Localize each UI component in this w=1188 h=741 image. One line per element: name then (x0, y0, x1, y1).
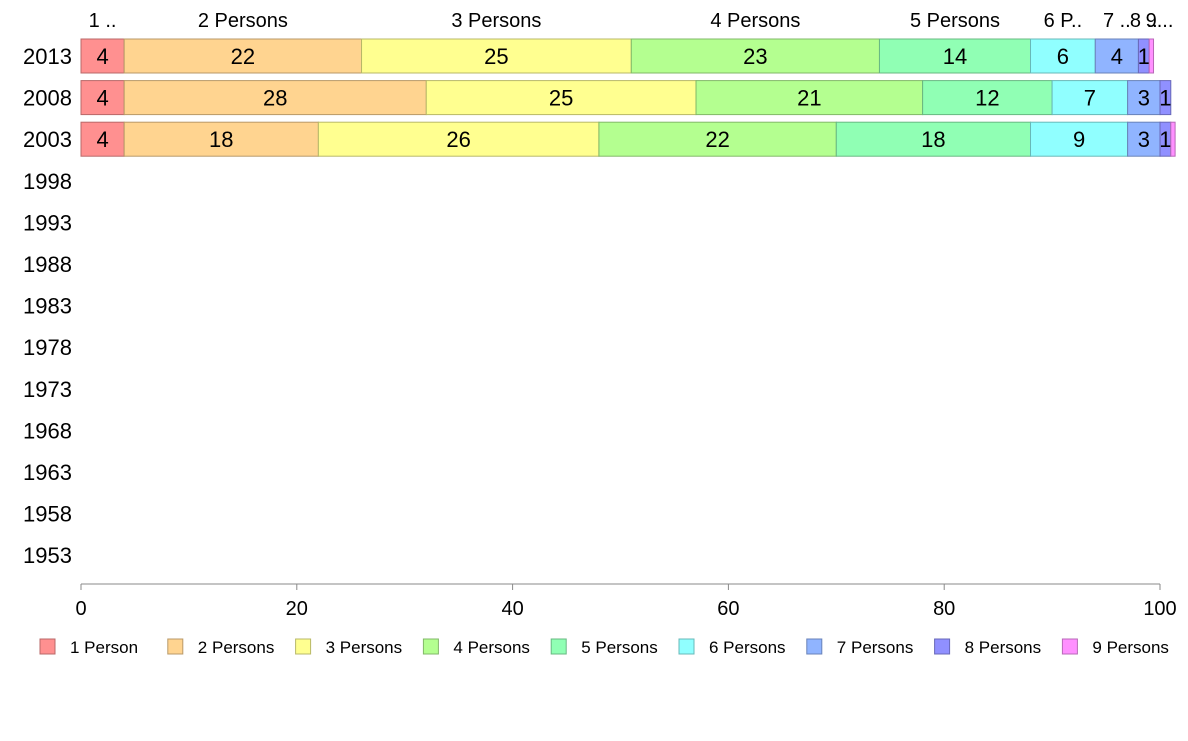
top-series-label: 4 Persons (710, 10, 800, 32)
legend-swatch (678, 638, 695, 655)
legend-label: 4 Persons (453, 638, 530, 657)
bar-segment (1094, 38, 1139, 74)
y-tick-label: 1953 (23, 543, 72, 568)
x-tick-label: 80 (933, 598, 955, 620)
y-tick-label: 1998 (23, 169, 72, 194)
data-label: 21 (797, 86, 821, 111)
data-label: 9 (1073, 127, 1085, 152)
legend-label: 3 Persons (326, 638, 403, 657)
bar-segment (123, 80, 427, 116)
data-label: 18 (209, 127, 233, 152)
legend-label: 5 Persons (581, 638, 658, 657)
data-label: 28 (263, 86, 287, 111)
y-tick-label: 1968 (23, 418, 72, 443)
bar-segment (1030, 121, 1129, 157)
y-tick-label: 1993 (23, 210, 72, 235)
x-tick-label: 20 (286, 598, 308, 620)
bar-segment (123, 121, 319, 157)
legend-label: 9 Persons (1092, 638, 1169, 657)
top-series-label: 1 .. (89, 10, 117, 32)
data-label: 25 (549, 86, 573, 111)
bar-segment (598, 121, 837, 157)
legend-swatch (934, 638, 951, 655)
data-label: 6 (1057, 44, 1069, 69)
data-label: 1 (1159, 86, 1171, 111)
data-label: 22 (705, 127, 729, 152)
bar-segment (425, 80, 697, 116)
legend-swatch (295, 638, 312, 655)
bar-segment (1170, 121, 1176, 157)
data-label: 22 (231, 44, 255, 69)
x-tick-label: 60 (717, 598, 739, 620)
bar-segment (1051, 80, 1129, 116)
bar-segment (123, 38, 363, 74)
top-series-label: 8 .. (1130, 10, 1158, 32)
bar-segment (80, 38, 125, 74)
bar-segment (1148, 38, 1155, 74)
legend-swatch (550, 638, 567, 655)
y-tick-label: 2013 (23, 44, 72, 69)
top-series-label: 9... (1146, 10, 1174, 32)
data-label: 4 (96, 127, 108, 152)
y-tick-label: 1983 (23, 294, 72, 319)
legend-label: 7 Persons (837, 638, 914, 657)
data-label: 23 (743, 44, 767, 69)
legend-swatch (167, 638, 184, 655)
legend-swatch (422, 638, 439, 655)
data-label: 4 (96, 44, 108, 69)
data-label: 12 (975, 86, 999, 111)
y-tick-label: 2008 (23, 86, 72, 111)
data-label: 1 (1138, 44, 1150, 69)
bar-segment (80, 121, 125, 157)
y-tick-label: 2003 (23, 127, 72, 152)
data-label: 26 (446, 127, 470, 152)
legend-label: 1 Person (70, 638, 138, 657)
top-series-label: 2 Persons (198, 10, 288, 32)
top-series-label: 7 .. (1103, 10, 1131, 32)
data-label: 3 (1138, 86, 1150, 111)
bar-segment (317, 121, 600, 157)
bar-segment (361, 38, 632, 74)
top-series-label: 6 P.. (1044, 10, 1083, 32)
bar-segment (922, 80, 1053, 116)
data-label: 3 (1138, 127, 1150, 152)
bar-segment (1159, 80, 1172, 116)
data-label: 7 (1084, 86, 1096, 111)
legend-label: 8 Persons (965, 638, 1042, 657)
bar-segment (1030, 38, 1096, 74)
data-label: 4 (1111, 44, 1123, 69)
top-series-label: 5 Persons (910, 10, 1000, 32)
bar-segment (80, 80, 125, 116)
x-tick-label: 0 (75, 598, 86, 620)
y-tick-label: 1958 (23, 502, 72, 527)
bar-segment (835, 121, 1032, 157)
bar-segment (878, 38, 1032, 74)
data-label: 25 (484, 44, 508, 69)
x-tick-label: 40 (501, 598, 523, 620)
data-label: 1 (1159, 127, 1171, 152)
bar-segment (695, 80, 924, 116)
y-tick-label: 1963 (23, 460, 72, 485)
legend-label: 6 Persons (709, 638, 786, 657)
legend-swatch (806, 638, 823, 655)
data-label: 18 (921, 127, 945, 152)
legend-swatch (39, 638, 56, 655)
y-tick-label: 1973 (23, 377, 72, 402)
y-tick-label: 1988 (23, 252, 72, 277)
y-tick-label: 1978 (23, 335, 72, 360)
bar-segment (1127, 80, 1161, 116)
legend-swatch (1061, 638, 1078, 655)
data-label: 14 (943, 44, 967, 69)
legend-label: 2 Persons (198, 638, 275, 657)
x-tick-label: 100 (1143, 598, 1176, 620)
top-series-label: 3 Persons (451, 10, 541, 32)
data-label: 4 (96, 86, 108, 111)
